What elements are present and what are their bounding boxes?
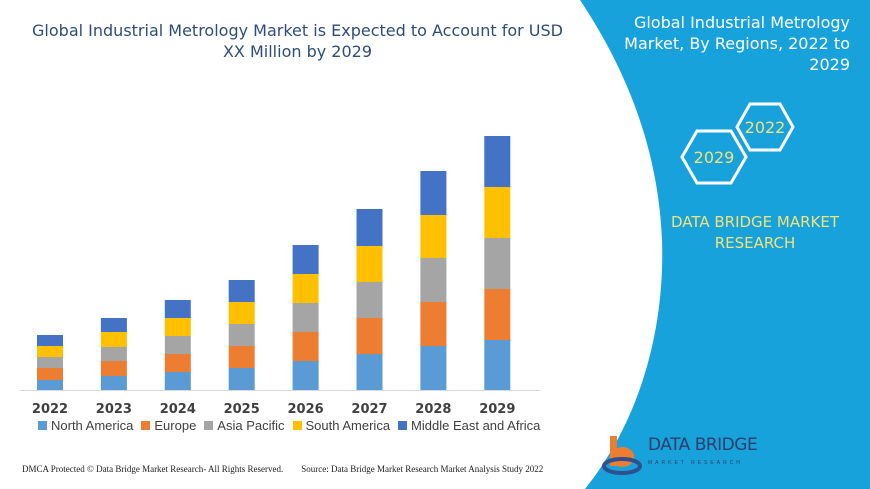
hex-year-2029: 2029 (694, 148, 735, 167)
bar-segment-2022-asia-pacific (37, 357, 63, 368)
bar-segment-2026-north-america (292, 361, 319, 390)
footer: DMCA Protected © Data Bridge Market Rese… (22, 464, 582, 474)
logo-subtext: MARKET RESEARCH (648, 460, 743, 466)
bar-segment-2027-middle-east-and-africa (356, 209, 383, 246)
bar-segment-2027-south-america (356, 246, 383, 282)
bar-segment-2029-middle-east-and-africa (484, 136, 511, 187)
bar-segment-2024-middle-east-and-africa (164, 300, 191, 318)
legend-swatch (398, 421, 408, 430)
bar-segment-2026-europe (292, 332, 319, 361)
bar-segment-2022-north-america (37, 380, 63, 390)
logo-icon (602, 436, 642, 475)
legend-label: Middle East and Africa (411, 418, 541, 433)
bar-segment-2029-asia-pacific (484, 238, 511, 289)
side-panel-bg (580, 0, 870, 489)
bar-segment-2026-middle-east-and-africa (292, 245, 319, 274)
legend-swatch (38, 421, 47, 430)
legend-label: Europe (154, 418, 197, 433)
legend-swatch (204, 421, 214, 430)
bar-segment-2026-south-america (292, 274, 319, 303)
legend-item: North America (38, 418, 133, 433)
hex-year-2022: 2022 (745, 118, 786, 137)
chart-title: Global Industrial Metrology Market is Ex… (32, 21, 563, 61)
legend-item: Middle East and Africa (398, 418, 540, 433)
logo-text: DATA BRIDGE (648, 435, 758, 455)
x-tick-label: 2029 (479, 402, 515, 417)
legend-item: Europe (141, 418, 196, 433)
bar-segment-2023-south-america (100, 332, 127, 347)
bar-segment-2025-north-america (228, 368, 255, 390)
bar-segment-2023-asia-pacific (100, 347, 127, 361)
footer-source: Source: Data Bridge Market Research Mark… (301, 464, 544, 474)
legend-label: Asia Pacific (217, 418, 285, 433)
x-tick-label: 2028 (415, 402, 451, 417)
bar-segment-2023-middle-east-and-africa (100, 318, 127, 332)
bar-segment-2028-asia-pacific (420, 258, 447, 302)
x-tick-label: 2025 (224, 402, 260, 417)
legend-item: Asia Pacific (204, 418, 285, 433)
bar-segment-2028-europe (420, 302, 447, 346)
side-panel-title: Global Industrial Metrology Market, By R… (624, 13, 850, 74)
bar-segment-2024-north-america (164, 372, 191, 390)
x-tick-label: 2024 (160, 402, 196, 417)
bar-segment-2027-asia-pacific (356, 282, 383, 318)
bar-segment-2024-south-america (164, 318, 191, 336)
bar-segment-2025-asia-pacific (228, 324, 255, 346)
footer-copyright: DMCA Protected © Data Bridge Market Rese… (22, 464, 284, 474)
bar-segment-2026-asia-pacific (292, 303, 319, 332)
bar-segment-2023-north-america (100, 376, 127, 390)
bar-segment-2029-south-america (484, 187, 511, 238)
bar-segment-2025-middle-east-and-africa (228, 280, 255, 302)
legend-label: South America (305, 418, 391, 433)
bar-segment-2022-middle-east-and-africa (37, 335, 63, 346)
bar-segment-2029-europe (484, 289, 511, 340)
bar-segment-2029-north-america (484, 340, 511, 390)
bar-segment-2027-north-america (356, 354, 383, 390)
bar-segment-2028-north-america (420, 346, 447, 390)
bar-segment-2022-south-america (37, 346, 63, 357)
x-tick-label: 2023 (96, 402, 132, 417)
bar-segment-2025-europe (228, 346, 255, 368)
legend-label: North America (51, 418, 134, 433)
legend-item: South America (292, 418, 391, 433)
bar-segment-2022-europe (37, 368, 63, 380)
bar-segment-2023-europe (100, 361, 127, 376)
bar-segment-2028-south-america (420, 215, 447, 258)
legend-swatch (292, 421, 302, 430)
bar-segment-2027-europe (356, 318, 383, 354)
chart-legend: North America Europe Asia Pacific South Ame… (38, 418, 540, 433)
brand-name: DATA BRIDGE MARKET RESEARCH (670, 213, 840, 252)
legend-swatch (141, 421, 151, 430)
bar-segment-2024-europe (164, 354, 191, 372)
x-tick-label: 2022 (32, 402, 68, 417)
hexagon-2029 (680, 129, 748, 185)
x-tick-label: 2027 (351, 402, 387, 417)
bar-segment-2024-asia-pacific (164, 336, 191, 354)
bar-segment-2025-south-america (228, 302, 255, 324)
hexagon-2022 (735, 102, 795, 152)
bar-segment-2028-middle-east-and-africa (420, 171, 447, 215)
stacked-bar-chart: 2022 2023 2024 2025 2026 2027 2028 2029 (20, 136, 540, 417)
x-tick-label: 2026 (288, 402, 324, 417)
